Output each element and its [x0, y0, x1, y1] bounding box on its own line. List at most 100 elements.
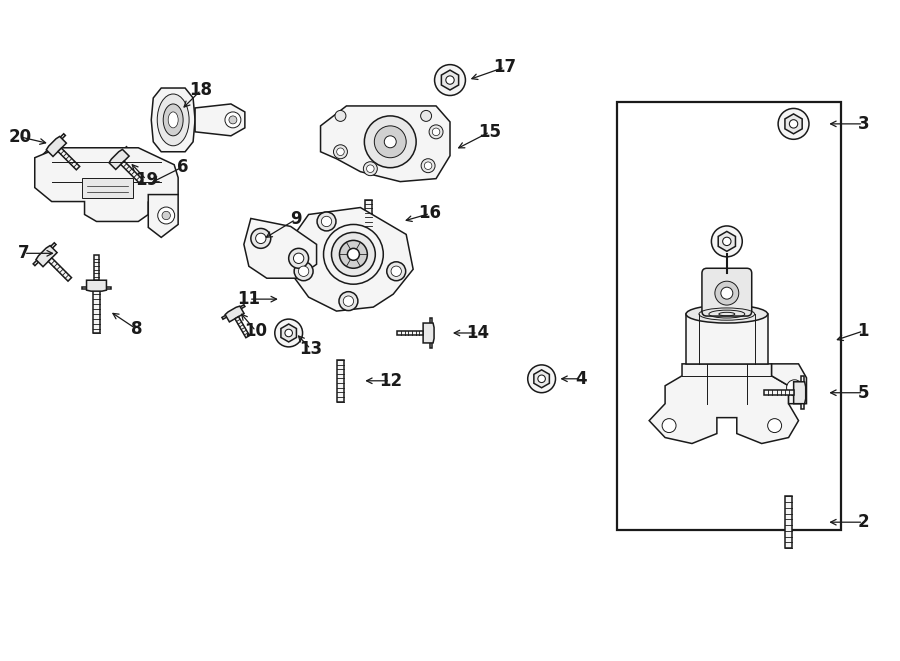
Circle shape — [323, 225, 383, 284]
Circle shape — [446, 76, 454, 84]
Polygon shape — [718, 231, 735, 251]
Polygon shape — [235, 317, 249, 338]
Circle shape — [432, 128, 440, 136]
Circle shape — [289, 249, 309, 268]
Polygon shape — [46, 136, 67, 157]
Text: 5: 5 — [858, 384, 869, 402]
Polygon shape — [801, 376, 804, 409]
Circle shape — [723, 237, 731, 245]
Circle shape — [768, 418, 781, 432]
Polygon shape — [151, 88, 195, 152]
Polygon shape — [94, 255, 99, 280]
Text: 8: 8 — [130, 320, 142, 338]
Circle shape — [339, 292, 358, 311]
Polygon shape — [785, 496, 792, 548]
Circle shape — [334, 145, 347, 159]
Circle shape — [225, 112, 241, 128]
Circle shape — [256, 233, 266, 243]
Circle shape — [364, 162, 377, 176]
Circle shape — [421, 159, 435, 173]
Polygon shape — [771, 364, 806, 404]
Polygon shape — [785, 114, 802, 134]
Circle shape — [343, 296, 354, 306]
Circle shape — [285, 329, 292, 336]
Polygon shape — [148, 194, 178, 237]
Bar — [617, 102, 842, 530]
Polygon shape — [82, 287, 112, 289]
Circle shape — [321, 216, 332, 227]
Circle shape — [251, 229, 271, 249]
Bar — [686, 314, 768, 364]
Circle shape — [435, 65, 465, 95]
Text: 9: 9 — [290, 210, 302, 229]
Text: 2: 2 — [858, 513, 869, 531]
Polygon shape — [58, 148, 80, 170]
Polygon shape — [43, 134, 66, 155]
Polygon shape — [35, 148, 178, 221]
Text: 15: 15 — [478, 123, 501, 141]
Polygon shape — [121, 161, 142, 182]
Circle shape — [527, 365, 555, 393]
Polygon shape — [225, 306, 244, 322]
Polygon shape — [534, 370, 549, 388]
Circle shape — [789, 120, 797, 128]
Polygon shape — [36, 246, 57, 266]
Ellipse shape — [168, 112, 178, 128]
Text: 14: 14 — [466, 324, 490, 342]
Polygon shape — [365, 200, 372, 239]
FancyBboxPatch shape — [702, 268, 752, 316]
Polygon shape — [794, 382, 806, 404]
Ellipse shape — [158, 94, 189, 146]
Polygon shape — [441, 70, 459, 90]
Polygon shape — [764, 390, 794, 395]
Polygon shape — [109, 149, 129, 169]
Circle shape — [339, 241, 367, 268]
Polygon shape — [49, 258, 71, 281]
Polygon shape — [106, 147, 128, 169]
Circle shape — [162, 212, 170, 219]
Circle shape — [384, 136, 396, 148]
Circle shape — [778, 108, 809, 139]
Circle shape — [335, 110, 346, 122]
Circle shape — [317, 212, 336, 231]
Text: 6: 6 — [177, 158, 189, 176]
Polygon shape — [429, 318, 432, 348]
Circle shape — [366, 165, 374, 173]
Circle shape — [158, 207, 175, 224]
Circle shape — [299, 266, 309, 276]
Circle shape — [347, 249, 359, 260]
Circle shape — [337, 148, 344, 155]
Polygon shape — [222, 305, 245, 319]
Polygon shape — [287, 208, 413, 311]
Text: 7: 7 — [18, 245, 30, 262]
Polygon shape — [244, 219, 317, 278]
Circle shape — [387, 262, 406, 281]
Circle shape — [721, 287, 733, 299]
Circle shape — [364, 116, 416, 168]
Text: 19: 19 — [135, 171, 158, 188]
Polygon shape — [94, 289, 100, 334]
Ellipse shape — [163, 104, 183, 136]
Text: 10: 10 — [244, 322, 267, 340]
Polygon shape — [86, 280, 106, 291]
Circle shape — [715, 281, 739, 305]
Polygon shape — [33, 243, 56, 266]
Polygon shape — [338, 360, 344, 402]
Text: 17: 17 — [493, 58, 517, 76]
Circle shape — [294, 262, 313, 281]
Circle shape — [374, 126, 406, 158]
Circle shape — [229, 116, 237, 124]
Text: 3: 3 — [858, 115, 869, 133]
Circle shape — [391, 266, 401, 276]
Ellipse shape — [686, 305, 768, 323]
Polygon shape — [423, 323, 434, 343]
Text: 20: 20 — [8, 128, 32, 146]
Text: 18: 18 — [190, 81, 212, 99]
Circle shape — [538, 375, 545, 383]
Circle shape — [662, 418, 676, 432]
Text: 16: 16 — [418, 204, 442, 223]
Circle shape — [787, 380, 803, 396]
Circle shape — [429, 125, 443, 139]
Polygon shape — [320, 106, 450, 182]
Polygon shape — [281, 324, 296, 342]
